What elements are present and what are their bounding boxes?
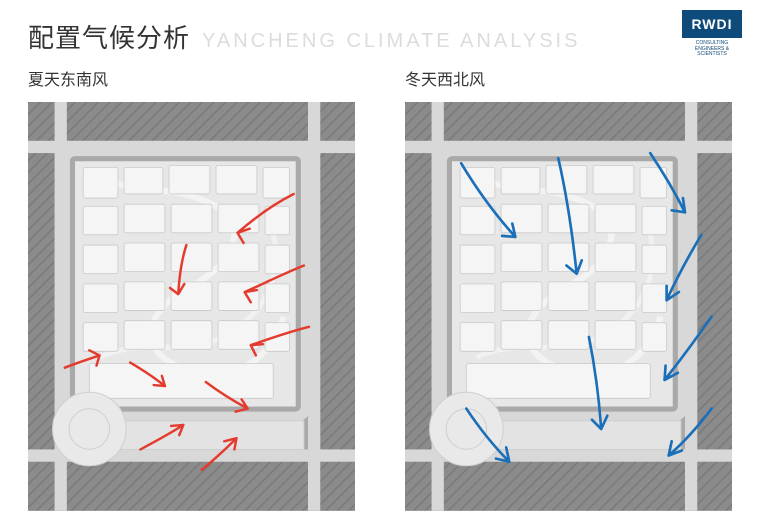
panel-summer-map	[28, 102, 355, 492]
panel-summer: 夏天东南风	[28, 66, 355, 492]
panel-winter-map	[405, 102, 732, 492]
logo-mark: RWDI	[682, 10, 742, 38]
siteplan-winter	[405, 102, 732, 511]
title-chinese: 配置气候分析	[28, 18, 190, 55]
title-block: 配置气候分析 YANCHENG CLIMATE ANALYSIS	[28, 18, 580, 55]
panel-winter-label: 冬天西北风	[405, 66, 732, 90]
panel-summer-label: 夏天东南风	[28, 66, 355, 90]
panels: 夏天东南风 冬天西北风	[28, 66, 732, 492]
logo-subtitle: CONSULTING ENGINEERS & SCIENTISTS	[682, 41, 742, 58]
siteplan-summer	[28, 102, 355, 511]
header: 配置气候分析 YANCHENG CLIMATE ANALYSIS	[28, 18, 732, 55]
panel-winter: 冬天西北风	[405, 66, 732, 492]
title-english: YANCHENG CLIMATE ANALYSIS	[202, 30, 580, 53]
logo: RWDI CONSULTING ENGINEERS & SCIENTISTS	[682, 10, 742, 58]
